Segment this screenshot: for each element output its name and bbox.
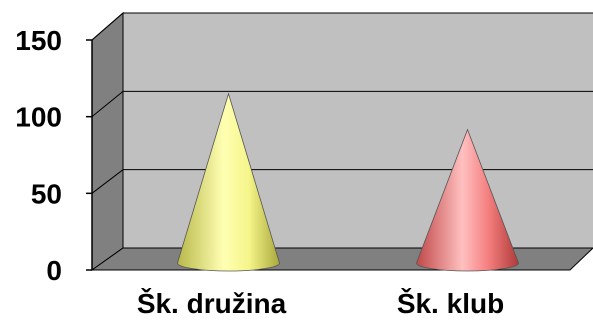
cones bbox=[177, 92, 519, 272]
category-label: Šk. klub bbox=[397, 287, 504, 319]
cone-body bbox=[177, 92, 280, 272]
x-axis-labels: Šk. družina Šk. klub bbox=[137, 287, 504, 319]
gridline-side bbox=[91, 90, 124, 118]
y-tick-label: 50 bbox=[31, 178, 62, 209]
y-tick-label: 100 bbox=[15, 102, 62, 133]
cone-body bbox=[416, 128, 519, 272]
gridline-side bbox=[91, 169, 124, 194]
y-axis-ticks: 0 50 100 150 bbox=[15, 25, 92, 286]
y-tick-label: 0 bbox=[46, 255, 62, 286]
gridline-side bbox=[91, 12, 124, 41]
y-tick-label: 150 bbox=[15, 25, 62, 56]
category-label: Šk. družina bbox=[137, 287, 287, 319]
cone-bar bbox=[177, 92, 280, 272]
back-wall-outline bbox=[122, 12, 593, 248]
side-wall bbox=[91, 11, 124, 271]
floor bbox=[90, 247, 593, 271]
cone-bar bbox=[416, 128, 519, 272]
